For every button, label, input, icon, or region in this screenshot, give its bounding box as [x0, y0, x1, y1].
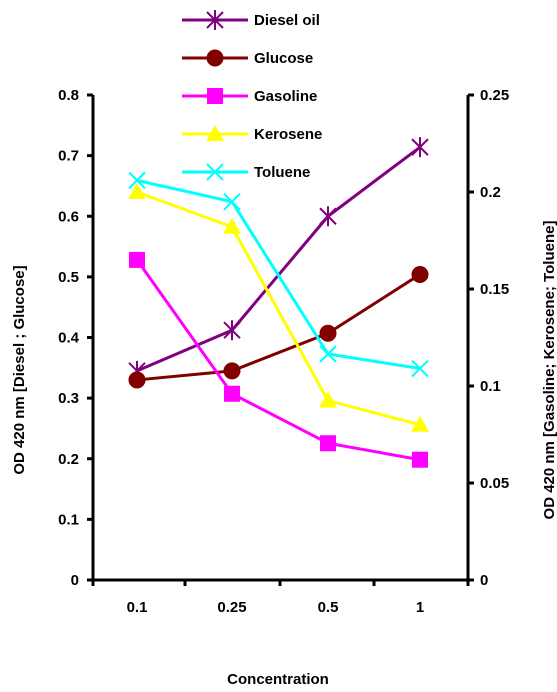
x-tick-label: 0.5 — [318, 599, 339, 616]
data-point — [319, 324, 337, 342]
right-y-axis-title: OD 420 nm [Gasoline; Kerosene; Toluene] — [541, 221, 557, 520]
legend-entry: Diesel oil — [182, 10, 320, 30]
right-y-tick-label: 0.05 — [480, 475, 509, 492]
legend: Diesel oil Glucose Gasoline Kerosene Toluene — [182, 10, 322, 181]
legend-marker — [206, 49, 224, 67]
left-y-axis-title: OD 420 nm [Diesel ; Glucose] — [11, 265, 28, 474]
series-gasoline — [129, 251, 428, 468]
left-y-tick-label: 0.3 — [58, 390, 79, 407]
legend-entry: Toluene — [182, 163, 310, 181]
data-point — [411, 359, 429, 378]
series-diesel-oil — [128, 137, 429, 381]
data-point — [411, 415, 429, 432]
series-layer — [128, 137, 429, 468]
data-point — [129, 251, 145, 268]
data-point — [128, 183, 146, 199]
legend-marker — [206, 10, 224, 30]
series-glucose — [128, 265, 429, 389]
data-point — [223, 217, 241, 234]
data-point — [223, 320, 241, 341]
left-y-tick-label: 0.4 — [58, 330, 80, 347]
right-y-tick-label: 0.15 — [480, 281, 509, 298]
left-y-tick-label: 0.7 — [58, 148, 79, 165]
right-y-tick-label: 0.25 — [480, 87, 509, 104]
data-point — [128, 171, 146, 190]
legend-label: Diesel oil — [254, 12, 320, 29]
series-line — [136, 273, 421, 382]
legend-marker — [207, 88, 223, 104]
legend-label: Gasoline — [254, 88, 317, 105]
left-y-tick-label: 0 — [71, 572, 79, 589]
series-line — [136, 178, 421, 371]
data-point — [411, 265, 429, 283]
right-y-tick-label: 0.1 — [480, 378, 501, 395]
series-kerosene — [128, 183, 429, 432]
data-point — [319, 391, 337, 408]
series-toluene — [128, 171, 429, 378]
data-point — [412, 451, 428, 468]
data-point — [224, 385, 240, 402]
data-point — [128, 371, 146, 389]
right-y-tick-label: 0 — [480, 572, 488, 589]
left-y-tick-label: 0.1 — [58, 511, 79, 528]
data-point — [223, 192, 241, 211]
axes: 0 0.1 0.2 0.3 0.4 0.5 0.6 0.7 0.8 0 0.05 0.1 0.15 0.2… — [58, 87, 509, 616]
legend-entry: Gasoline — [182, 88, 317, 105]
left-y-tick-label: 0.5 — [58, 269, 79, 286]
left-y-tick-label: 0.6 — [58, 208, 79, 225]
data-point — [319, 206, 337, 227]
series-line — [135, 259, 421, 462]
legend-marker — [206, 125, 224, 141]
data-point — [319, 345, 337, 363]
x-tick-label: 0.25 — [217, 599, 246, 616]
data-point — [223, 362, 241, 380]
legend-entry: Glucose — [182, 49, 313, 67]
x-tick-label: 0.1 — [127, 599, 148, 616]
x-axis-title: Concentration — [227, 671, 329, 688]
left-y-tick-label: 0.2 — [58, 451, 79, 468]
legend-entry: Kerosene — [182, 125, 322, 143]
series-line — [136, 190, 421, 427]
legend-label: Toluene — [254, 164, 310, 181]
series-line — [136, 145, 421, 373]
legend-marker — [206, 163, 224, 181]
data-point — [320, 435, 336, 452]
legend-label: Glucose — [254, 50, 313, 67]
left-y-tick-label: 0.8 — [58, 87, 79, 104]
right-y-tick-label: 0.2 — [480, 184, 501, 201]
x-tick-label: 1 — [416, 599, 424, 616]
data-point — [411, 137, 429, 158]
legend-label: Kerosene — [254, 126, 322, 143]
